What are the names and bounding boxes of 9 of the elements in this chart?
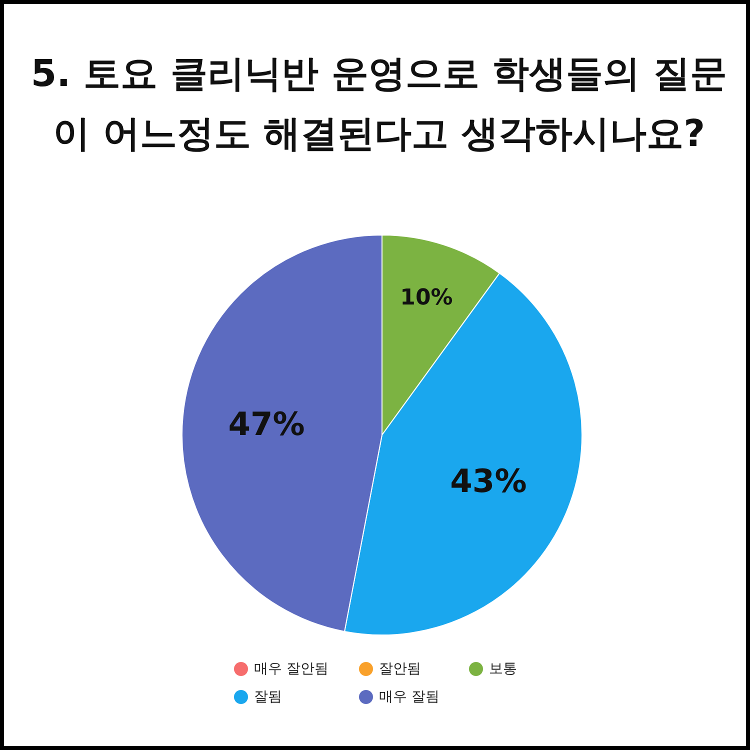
data-label: 10%	[400, 286, 453, 311]
legend-label: 잘됨	[254, 689, 282, 705]
legend-label: 보통	[489, 661, 517, 677]
data-label: 47%	[228, 405, 305, 444]
legend-label: 매우 잘됨	[379, 689, 440, 705]
chart-title: 5. 토요 클리닉반 운영으로 학생들의 질문이 어느정도 해결된다고 생각하시나요?	[30, 51, 728, 157]
legend-label: 매우 잘안됨	[254, 661, 328, 677]
legend-label: 잘안됨	[379, 661, 421, 677]
data-label: 43%	[450, 462, 527, 500]
